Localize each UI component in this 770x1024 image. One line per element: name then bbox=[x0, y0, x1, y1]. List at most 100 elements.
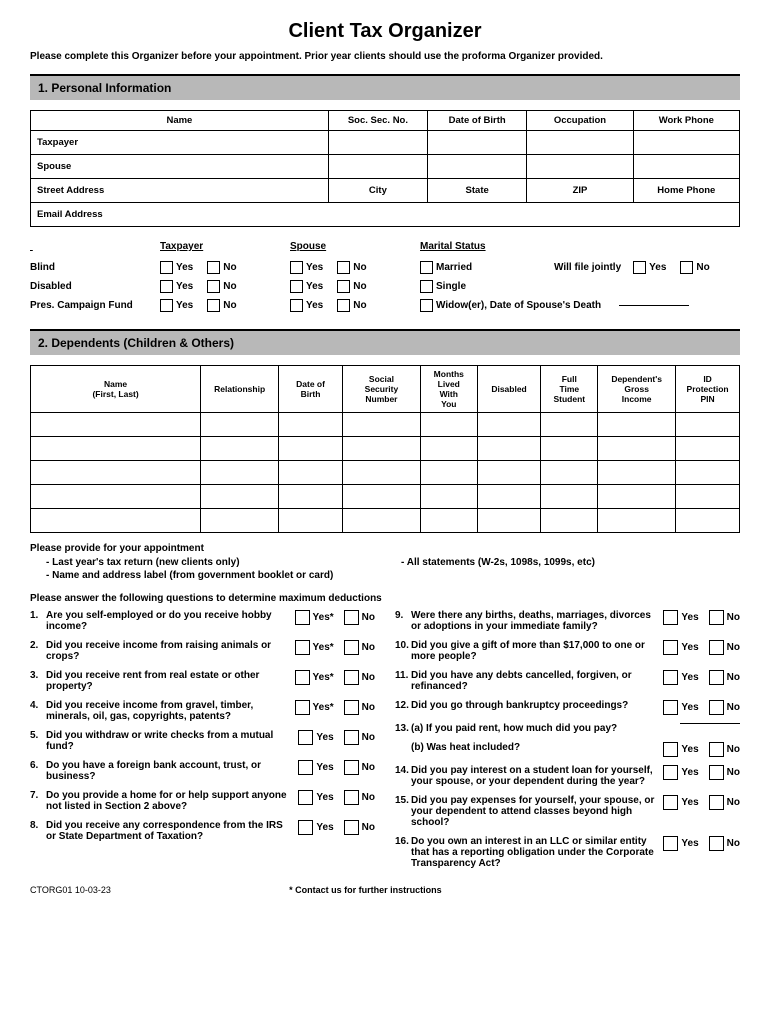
question-row: 6.Do you have a foreign bank account, tr… bbox=[30, 760, 375, 782]
table-row: Street Address City State ZIP Home Phone bbox=[31, 179, 740, 203]
appt-title: Please provide for your appointment bbox=[30, 543, 740, 554]
checkbox[interactable] bbox=[344, 640, 359, 655]
question-number: 6. bbox=[30, 760, 46, 771]
footer: CTORG01 10-03-23 * Contact us for furthe… bbox=[30, 885, 740, 895]
home-phone[interactable]: Home Phone bbox=[633, 179, 739, 203]
question-row: 8.Did you receive any correspondence fro… bbox=[30, 820, 375, 842]
question-text: Did you go through bankruptcy proceeding… bbox=[411, 700, 663, 711]
header-marital: Marital Status bbox=[420, 241, 740, 252]
checkbox[interactable] bbox=[709, 610, 724, 625]
personal-info-table: Name Soc. Sec. No. Date of Birth Occupat… bbox=[30, 110, 740, 227]
col-dob: Date of Birth bbox=[428, 111, 527, 131]
checkbox[interactable] bbox=[337, 299, 350, 312]
checkbox[interactable] bbox=[663, 765, 678, 780]
question-number: 12. bbox=[395, 700, 411, 711]
dependents-table: Name(First, Last)RelationshipDate ofBirt… bbox=[30, 365, 740, 533]
checkbox[interactable] bbox=[709, 700, 724, 715]
checkbox[interactable] bbox=[298, 760, 313, 775]
checkbox[interactable] bbox=[709, 640, 724, 655]
questions-title: Please answer the following questions to… bbox=[30, 593, 740, 604]
question-row: 14.Did you pay interest on a student loa… bbox=[395, 765, 740, 787]
question-number: 5. bbox=[30, 730, 46, 741]
dep-col-header: Dependent'sGrossIncome bbox=[598, 366, 676, 413]
checkbox[interactable] bbox=[344, 670, 359, 685]
checkbox[interactable] bbox=[633, 261, 646, 274]
checkbox[interactable] bbox=[207, 261, 220, 274]
checkbox[interactable] bbox=[709, 765, 724, 780]
checkbox[interactable] bbox=[420, 280, 433, 293]
checkbox[interactable] bbox=[344, 610, 359, 625]
checkbox[interactable] bbox=[295, 640, 310, 655]
appt-item: - Last year's tax return (new clients on… bbox=[46, 557, 385, 568]
col-occ: Occupation bbox=[527, 111, 633, 131]
footer-note: * Contact us for further instructions bbox=[289, 885, 442, 895]
checkbox[interactable] bbox=[290, 280, 303, 293]
question-text: Did you have any debts cancelled, forgiv… bbox=[411, 670, 663, 692]
question-text: (b) Was heat included? bbox=[411, 742, 663, 753]
checkbox[interactable] bbox=[420, 261, 433, 274]
checkbox[interactable] bbox=[663, 640, 678, 655]
checkbox[interactable] bbox=[680, 261, 693, 274]
checkbox[interactable] bbox=[344, 790, 359, 805]
checkbox[interactable] bbox=[344, 760, 359, 775]
appt-item: - All statements (W-2s, 1098s, 1099s, et… bbox=[401, 557, 740, 568]
checkbox[interactable] bbox=[207, 280, 220, 293]
question-number: 10. bbox=[395, 640, 411, 651]
checkbox[interactable] bbox=[295, 670, 310, 685]
row-taxpayer[interactable]: Taxpayer bbox=[31, 131, 329, 155]
checkbox[interactable] bbox=[295, 610, 310, 625]
checkbox[interactable] bbox=[337, 261, 350, 274]
row-spouse[interactable]: Spouse bbox=[31, 155, 329, 179]
checkbox[interactable] bbox=[663, 670, 678, 685]
header-taxpayer: Taxpayer bbox=[160, 241, 290, 252]
checkbox[interactable] bbox=[663, 836, 678, 851]
question-row: 12.Did you go through bankruptcy proceed… bbox=[395, 700, 740, 715]
checkbox[interactable] bbox=[709, 742, 724, 757]
checkbox[interactable] bbox=[344, 820, 359, 835]
checkbox[interactable] bbox=[663, 610, 678, 625]
state[interactable]: State bbox=[428, 179, 527, 203]
checkbox[interactable] bbox=[709, 836, 724, 851]
checkbox[interactable] bbox=[663, 795, 678, 810]
checkbox[interactable] bbox=[290, 261, 303, 274]
zip[interactable]: ZIP bbox=[527, 179, 633, 203]
table-row bbox=[31, 413, 740, 437]
street-address[interactable]: Street Address bbox=[31, 179, 329, 203]
checkbox[interactable] bbox=[290, 299, 303, 312]
question-text: Were there any births, deaths, marriages… bbox=[411, 610, 663, 632]
dep-col-header: Disabled bbox=[477, 366, 541, 413]
checkbox[interactable] bbox=[298, 790, 313, 805]
checkbox[interactable] bbox=[344, 730, 359, 745]
checkbox[interactable] bbox=[160, 261, 173, 274]
question-number: 3. bbox=[30, 670, 46, 681]
question-text: Did you receive income from gravel, timb… bbox=[46, 700, 295, 722]
question-number: 7. bbox=[30, 790, 46, 801]
question-row: 7.Do you provide a home for or help supp… bbox=[30, 790, 375, 812]
city[interactable]: City bbox=[328, 179, 427, 203]
section-2-header: 2. Dependents (Children & Others) bbox=[30, 329, 740, 355]
checkbox[interactable] bbox=[344, 700, 359, 715]
checkbox[interactable] bbox=[295, 700, 310, 715]
checkbox[interactable] bbox=[337, 280, 350, 293]
section-1-header: 1. Personal Information bbox=[30, 74, 740, 100]
question-row: 4.Did you receive income from gravel, ti… bbox=[30, 700, 375, 722]
checkbox[interactable] bbox=[160, 299, 173, 312]
checkbox[interactable] bbox=[298, 730, 313, 745]
table-row bbox=[31, 461, 740, 485]
checkbox[interactable] bbox=[207, 299, 220, 312]
checkbox[interactable] bbox=[663, 700, 678, 715]
question-number: 1. bbox=[30, 610, 46, 621]
question-row: 3.Did you receive rent from real estate … bbox=[30, 670, 375, 692]
checkbox[interactable] bbox=[663, 742, 678, 757]
email-address[interactable]: Email Address bbox=[31, 203, 740, 227]
checkbox[interactable] bbox=[420, 299, 433, 312]
question-number: 14. bbox=[395, 765, 411, 776]
checkbox[interactable] bbox=[160, 280, 173, 293]
widow-date-blank[interactable] bbox=[619, 305, 689, 306]
checkbox[interactable] bbox=[709, 670, 724, 685]
blank-line[interactable] bbox=[680, 723, 740, 724]
checkbox[interactable] bbox=[709, 795, 724, 810]
dep-col-header: IDProtectionPIN bbox=[676, 366, 740, 413]
checkbox[interactable] bbox=[298, 820, 313, 835]
question-number: 9. bbox=[395, 610, 411, 621]
